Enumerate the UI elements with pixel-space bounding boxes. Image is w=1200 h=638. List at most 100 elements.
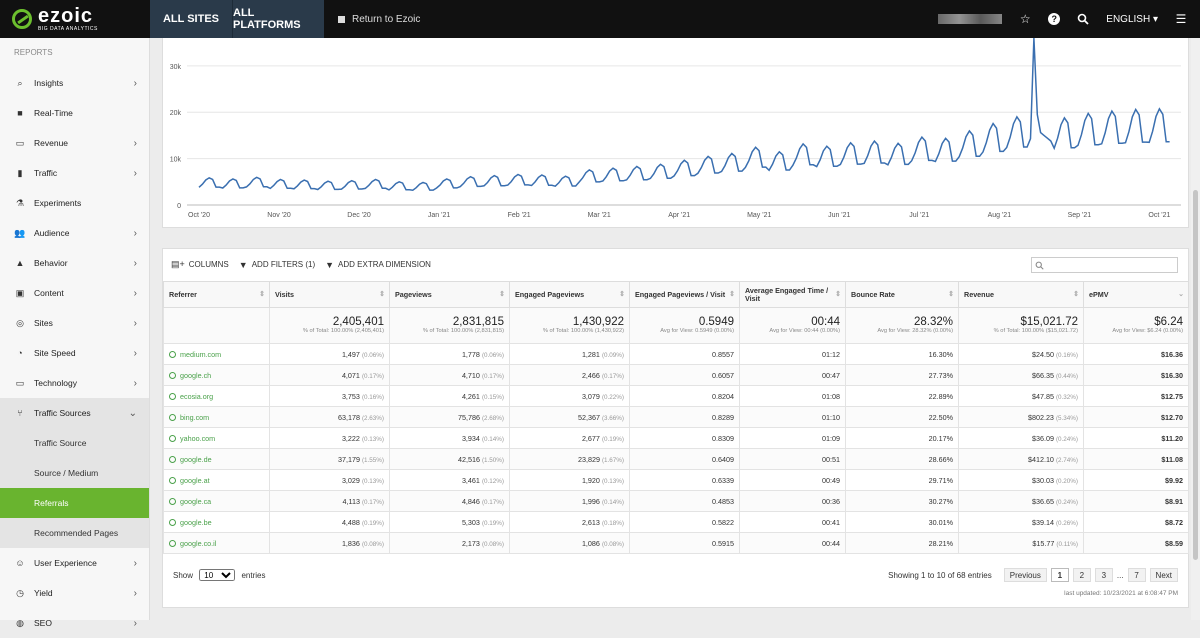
column-header-engaged-pageviews[interactable]: Engaged Pageviews ⇕ bbox=[509, 281, 630, 308]
x-tick-label: Nov '20 bbox=[267, 212, 291, 219]
columns-button[interactable]: ▤+ COLUMNS bbox=[171, 259, 229, 270]
referrer-link[interactable]: google.co.il bbox=[163, 532, 270, 554]
sidebar-item-label: Experiments bbox=[34, 198, 82, 208]
column-header-average-engaged-time-visit[interactable]: Average Engaged Time / Visit ⇕ bbox=[739, 281, 846, 308]
page-1-button[interactable]: 1 bbox=[1050, 568, 1069, 582]
sidebar-item-real-time[interactable]: ■ Real-Time bbox=[0, 98, 149, 128]
add-filters-button[interactable]: ▼ ADD FILTERS (1) bbox=[239, 259, 315, 270]
chevron-right-icon: › bbox=[133, 137, 137, 149]
column-header-engaged-pageviews-visit[interactable]: Engaged Pageviews / Visit ⇕ bbox=[629, 281, 740, 308]
sidebar-item-yield[interactable]: ◷ Yield › bbox=[0, 578, 149, 608]
globe-icon: ◎ bbox=[16, 317, 24, 328]
account-name-blurred[interactable] bbox=[938, 14, 1003, 24]
engaged-time-value: 01:10 bbox=[822, 412, 840, 422]
column-header-label: Visits bbox=[275, 289, 295, 299]
sidebar-subitem-referrals[interactable]: Referrals bbox=[0, 488, 149, 518]
referrer-link[interactable]: bing.com bbox=[163, 406, 270, 428]
sidebar-subitem-source-medium[interactable]: Source / Medium bbox=[0, 458, 149, 488]
referrer-link-label: google.ca bbox=[180, 496, 212, 506]
traffic-icon: ▮ bbox=[17, 167, 23, 178]
sidebar-item-experiments[interactable]: ⚗ Experiments bbox=[0, 188, 149, 218]
referrer-link[interactable]: medium.com bbox=[163, 343, 270, 365]
referrer-link[interactable]: google.de bbox=[163, 448, 270, 470]
epmv-value: $12.70 bbox=[1161, 412, 1183, 422]
column-header-referrer[interactable]: Referrer ⇕ bbox=[163, 281, 270, 308]
sidebar-item-label: User Experience bbox=[34, 558, 97, 568]
sidebar-item-behavior[interactable]: ▲ Behavior › bbox=[0, 248, 149, 278]
star-icon[interactable]: ☆ bbox=[1019, 12, 1031, 26]
referrer-link[interactable]: google.at bbox=[163, 469, 270, 491]
pageviews-value: 4,261 bbox=[461, 391, 480, 401]
return-to-ezoic-link[interactable]: Return to Ezoic bbox=[338, 14, 420, 25]
globe-icon bbox=[169, 392, 176, 400]
chevron-right-icon: › bbox=[133, 227, 137, 239]
referrer-link[interactable]: google.ch bbox=[163, 364, 270, 386]
visits-cell: 4,113 (0.17%) bbox=[269, 490, 390, 512]
visits-cell: 1,497 (0.06%) bbox=[269, 343, 390, 365]
revenue-value: $412.10 bbox=[1027, 454, 1054, 464]
sidebar-subitem-traffic-source[interactable]: Traffic Source bbox=[0, 428, 149, 458]
revenue-cell: $39.14 (0.26%) bbox=[958, 511, 1084, 533]
page-3-button[interactable]: 3 bbox=[1094, 568, 1113, 582]
help-icon[interactable]: ? bbox=[1048, 13, 1061, 25]
monitor-icon: ▭ bbox=[15, 377, 25, 388]
sidebar-subitem-recommended-pages[interactable]: Recommended Pages bbox=[0, 518, 149, 548]
next-page-button[interactable]: Next bbox=[1149, 568, 1178, 582]
add-extra-dimension-button[interactable]: ▼ ADD EXTRA DIMENSION bbox=[325, 259, 431, 270]
engaged-time-cell: 01:10 bbox=[739, 406, 846, 428]
chevron-right-icon: › bbox=[133, 557, 137, 569]
table-search-input[interactable] bbox=[1031, 257, 1178, 273]
page-scrollbar-thumb[interactable] bbox=[1193, 190, 1198, 560]
referrer-link[interactable]: google.be bbox=[163, 511, 270, 533]
page-2-button[interactable]: 2 bbox=[1072, 568, 1091, 582]
engaged-time-value: 01:09 bbox=[822, 433, 840, 443]
sidebar-item-revenue[interactable]: ▭ Revenue › bbox=[0, 128, 149, 158]
column-header-revenue[interactable]: Revenue ⇕ bbox=[958, 281, 1084, 308]
globe-icon bbox=[169, 434, 176, 442]
pageviews-cell: 2,173 (0.08%) bbox=[389, 532, 510, 554]
referrer-link-label: ecosia.org bbox=[180, 391, 214, 401]
menu-icon[interactable]: ☰ bbox=[1175, 12, 1187, 26]
chevron-right-icon: › bbox=[133, 257, 137, 269]
previous-page-button[interactable]: Previous bbox=[1003, 568, 1047, 582]
totals-cell: $6.24 Avg for View: $6.24 (0.00%) bbox=[1083, 307, 1189, 344]
tab-all-platforms[interactable]: ALL PLATFORMS bbox=[232, 0, 324, 38]
return-link-label: Return to Ezoic bbox=[352, 13, 421, 25]
entries-per-page-select[interactable]: 10 bbox=[199, 569, 236, 581]
globe-icon bbox=[169, 518, 176, 526]
table-row: yahoo.com 3,222 (0.13%) 3,934 (0.14%) 2,677 (0… bbox=[163, 427, 1189, 449]
language-selector[interactable]: ENGLISH ▾ bbox=[1106, 14, 1158, 25]
mouse-cursor bbox=[1110, 352, 1115, 361]
column-header-label: Revenue bbox=[964, 289, 994, 299]
sidebar-item-seo[interactable]: ◍ SEO › bbox=[0, 608, 149, 638]
y-tick-label: 10k bbox=[170, 157, 182, 164]
page-7-button[interactable]: 7 bbox=[1127, 568, 1146, 582]
brand-subtitle: BIG DATA ANALYTICS bbox=[38, 26, 98, 32]
column-header-epmv[interactable]: ePMV ⌄ bbox=[1083, 281, 1189, 308]
engaged-per-visit-value: 0.4853 bbox=[712, 496, 734, 506]
sidebar-item-insights[interactable]: ⌕ Insights › bbox=[0, 68, 149, 98]
total-caption: % of Total: 100.00% ($15,021.72) bbox=[993, 328, 1078, 335]
referrer-link-label: medium.com bbox=[180, 349, 222, 359]
epmv-value: $11.20 bbox=[1161, 433, 1183, 443]
sidebar-item-audience[interactable]: 👥 Audience › bbox=[0, 218, 149, 248]
column-header-visits[interactable]: Visits ⇕ bbox=[269, 281, 390, 308]
tab-all-sites[interactable]: ALL SITES bbox=[150, 0, 232, 38]
sidebar-item-site-speed[interactable]: ◔ Site Speed › bbox=[0, 338, 149, 368]
referrer-link[interactable]: ecosia.org bbox=[163, 385, 270, 407]
revenue-percent: (0.44%) bbox=[1055, 372, 1078, 380]
sidebar-item-sites[interactable]: ◎ Sites › bbox=[0, 308, 149, 338]
referrer-link[interactable]: yahoo.com bbox=[163, 427, 270, 449]
referrer-link[interactable]: google.ca bbox=[163, 490, 270, 512]
sidebar-item-user-experience[interactable]: ☺ User Experience › bbox=[0, 548, 149, 578]
search-icon[interactable] bbox=[1076, 12, 1090, 26]
x-tick-label: Sep '21 bbox=[1068, 212, 1092, 219]
sidebar-item-content[interactable]: ▣ Content › bbox=[0, 278, 149, 308]
ezoic-logo[interactable]: ezoic BIG DATA ANALYTICS bbox=[0, 0, 150, 38]
sidebar-item-traffic-sources[interactable]: ⑂ Traffic Sources ⌄ bbox=[0, 398, 149, 428]
sidebar-item-technology[interactable]: ▭ Technology › bbox=[0, 368, 149, 398]
column-header-label: Engaged Pageviews / Visit bbox=[635, 289, 726, 299]
sidebar-item-traffic[interactable]: ▮ Traffic › bbox=[0, 158, 149, 188]
column-header-pageviews[interactable]: Pageviews ⇕ bbox=[389, 281, 510, 308]
column-header-bounce-rate[interactable]: Bounce Rate ⇕ bbox=[845, 281, 959, 308]
